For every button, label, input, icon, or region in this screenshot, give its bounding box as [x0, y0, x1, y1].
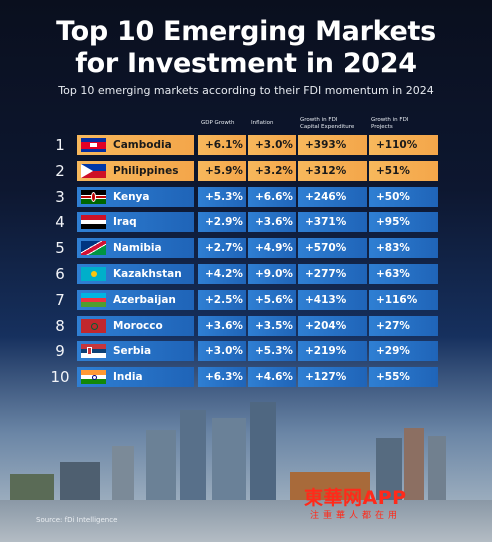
projects-cell: +50%	[369, 187, 438, 207]
projects-cell: +95%	[369, 212, 438, 232]
country-name: Azerbaijan	[113, 294, 176, 306]
header-capex: Growth in FDI Capital Expenditure	[300, 117, 354, 130]
watermark-tagline: 注重華人都在用	[310, 511, 402, 521]
capex-cell: +127%	[298, 367, 367, 387]
header-inflation: Inflation	[251, 120, 274, 126]
country-cell: Philippines	[77, 161, 194, 181]
country-name: Serbia	[113, 345, 152, 357]
inflation-cell: +5.6%	[248, 290, 296, 310]
rank-number: 1	[55, 136, 65, 154]
rank-number: 10	[50, 368, 70, 386]
capex-cell: +393%	[298, 135, 367, 155]
rank-number: 3	[55, 188, 65, 206]
capex-cell: +277%	[298, 264, 367, 284]
rank-number: 7	[55, 291, 65, 309]
inflation-cell: +3.6%	[248, 212, 296, 232]
capex-cell: +570%	[298, 238, 367, 258]
page-title: Top 10 Emerging Markets for Investment i…	[0, 16, 492, 80]
projects-cell: +63%	[369, 264, 438, 284]
title-line-1: Top 10 Emerging Markets	[56, 16, 436, 47]
rank-number: 4	[55, 213, 65, 231]
title-line-2: for Investment in 2024	[75, 48, 417, 79]
country-cell: India	[77, 367, 194, 387]
capex-cell: +312%	[298, 161, 367, 181]
projects-cell: +83%	[369, 238, 438, 258]
inflation-cell: +3.0%	[248, 135, 296, 155]
country-name: Morocco	[113, 320, 163, 332]
capex-cell: +204%	[298, 316, 367, 336]
gdp-cell: +2.9%	[198, 212, 246, 232]
watermark-logo: 東華网APP	[304, 487, 407, 509]
rank-number: 6	[55, 265, 65, 283]
gdp-cell: +5.9%	[198, 161, 246, 181]
inflation-cell: +5.3%	[248, 341, 296, 361]
serbia-flag-icon	[81, 344, 106, 358]
morocco-flag-icon	[81, 319, 106, 333]
capex-cell: +219%	[298, 341, 367, 361]
header-gdp: GDP Growth	[201, 120, 235, 126]
inflation-cell: +9.0%	[248, 264, 296, 284]
rank-number: 9	[55, 342, 65, 360]
gdp-cell: +5.3%	[198, 187, 246, 207]
rank-number: 2	[55, 162, 65, 180]
projects-cell: +55%	[369, 367, 438, 387]
subtitle: Top 10 emerging markets according to the…	[58, 84, 434, 97]
source-note: Source: fDi Intelligence	[36, 516, 118, 524]
capex-cell: +371%	[298, 212, 367, 232]
inflation-cell: +6.6%	[248, 187, 296, 207]
country-cell: Iraq	[77, 212, 194, 232]
india-flag-icon	[81, 370, 106, 384]
inflation-cell: +3.5%	[248, 316, 296, 336]
header-projects-line-1: Growth in FDI	[371, 117, 409, 123]
country-name: Kenya	[113, 191, 150, 203]
projects-cell: +51%	[369, 161, 438, 181]
rank-number: 5	[55, 239, 65, 257]
cambodia-flag-icon	[81, 138, 106, 152]
namibia-flag-icon	[81, 241, 106, 255]
capex-cell: +246%	[298, 187, 367, 207]
country-cell: Namibia	[77, 238, 194, 258]
projects-cell: +29%	[369, 341, 438, 361]
city-skyline-image	[0, 390, 492, 542]
country-name: Iraq	[113, 216, 137, 228]
kazakhstan-flag-icon	[81, 267, 106, 281]
country-cell: Serbia	[77, 341, 194, 361]
country-name: Namibia	[113, 242, 162, 254]
country-cell: Kenya	[77, 187, 194, 207]
inflation-cell: +4.9%	[248, 238, 296, 258]
header-projects: Growth in FDI Projects	[371, 117, 408, 130]
capex-cell: +413%	[298, 290, 367, 310]
country-name: Cambodia	[113, 139, 172, 151]
rank-number: 8	[55, 317, 65, 335]
inflation-cell: +4.6%	[248, 367, 296, 387]
header-projects-line-2: Projects	[371, 123, 393, 130]
inflation-cell: +3.2%	[248, 161, 296, 181]
projects-cell: +116%	[369, 290, 438, 310]
gdp-cell: +3.0%	[198, 341, 246, 361]
kenya-flag-icon	[81, 190, 106, 204]
river	[0, 500, 492, 542]
header-capex-line-1: Growth in FDI	[300, 117, 338, 123]
philippines-flag-icon	[81, 164, 106, 178]
country-cell: Kazakhstan	[77, 264, 194, 284]
projects-cell: +110%	[369, 135, 438, 155]
iraq-flag-icon	[81, 215, 106, 229]
column-headers: GDP Growth Inflation Growth in FDI Capit…	[0, 117, 492, 135]
gdp-cell: +2.7%	[198, 238, 246, 258]
country-cell: Morocco	[77, 316, 194, 336]
gdp-cell: +3.6%	[198, 316, 246, 336]
country-name: Philippines	[113, 165, 179, 177]
country-name: Kazakhstan	[113, 268, 182, 280]
gdp-cell: +2.5%	[198, 290, 246, 310]
header-capex-line-2: Capital Expenditure	[300, 123, 355, 130]
gdp-cell: +6.3%	[198, 367, 246, 387]
azerbaijan-flag-icon	[81, 293, 106, 307]
gdp-cell: +6.1%	[198, 135, 246, 155]
country-cell: Cambodia	[77, 135, 194, 155]
country-cell: Azerbaijan	[77, 290, 194, 310]
projects-cell: +27%	[369, 316, 438, 336]
country-name: India	[113, 371, 143, 383]
gdp-cell: +4.2%	[198, 264, 246, 284]
